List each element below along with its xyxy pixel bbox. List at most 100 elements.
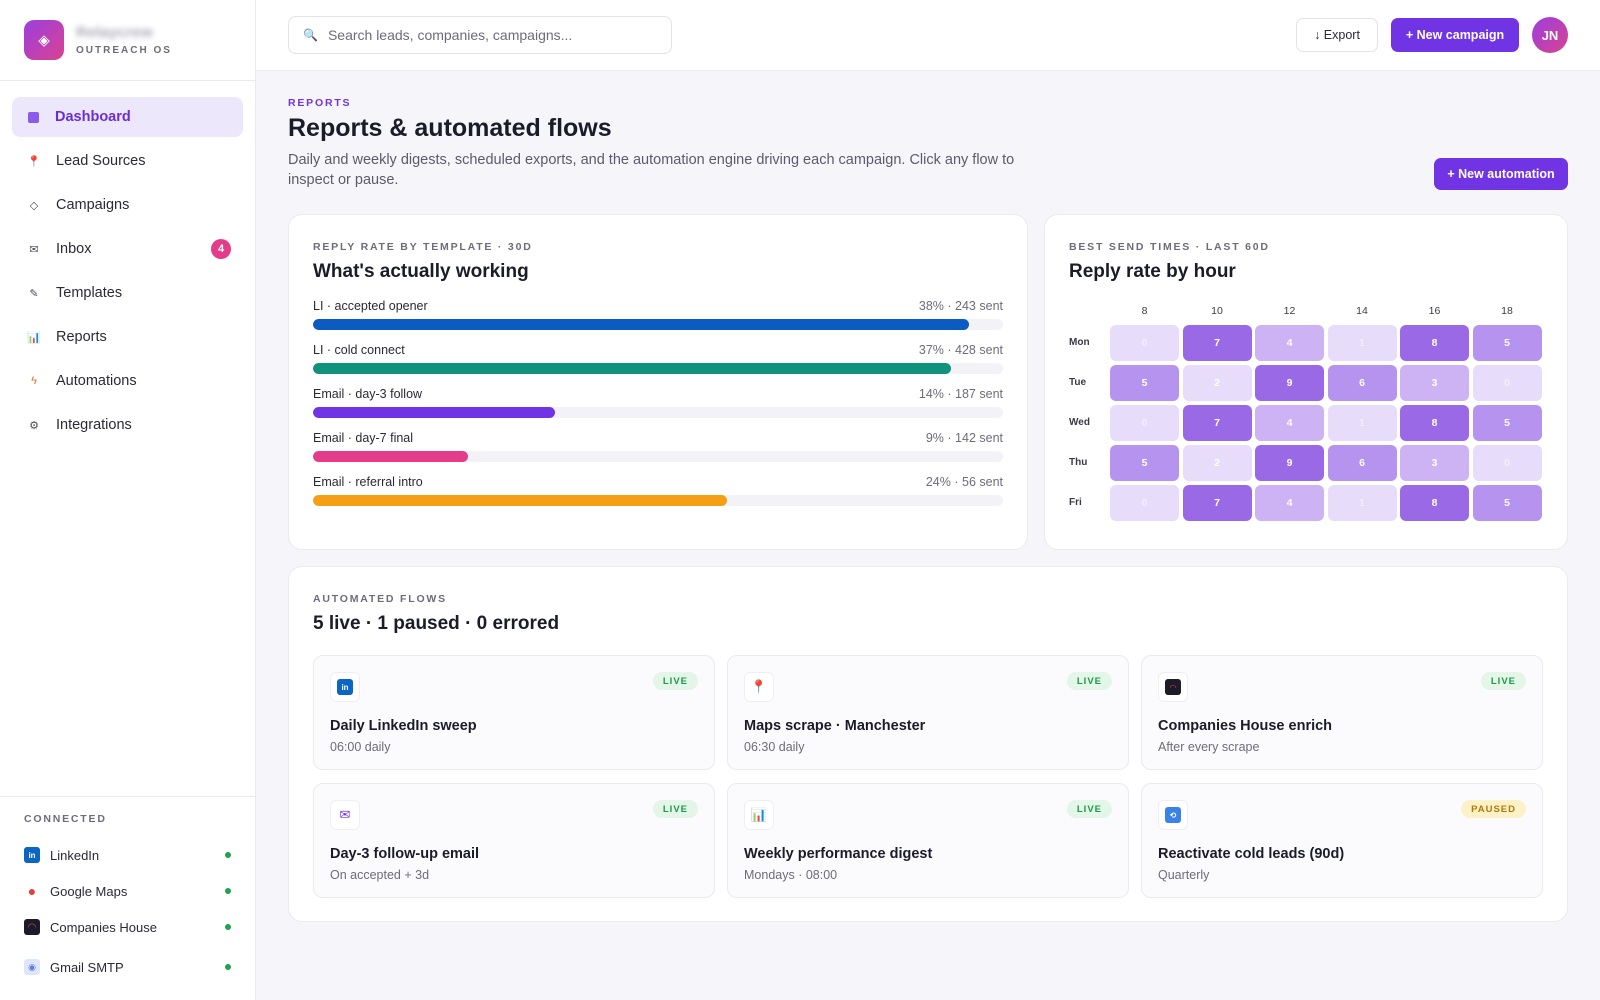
sidebar-item-dashboard[interactable]: Dashboard xyxy=(12,97,243,137)
heatmap-hour-label: 14 xyxy=(1356,305,1368,317)
template-label: LI · accepted opener xyxy=(313,299,428,313)
connected-status-dot xyxy=(225,964,231,970)
linkedin-icon: in xyxy=(330,672,360,702)
template-row[interactable]: Email · day-3 follow 14% · 187 sent xyxy=(313,387,1003,431)
heatmap-cell[interactable]: 0 xyxy=(1472,445,1542,481)
avatar[interactable]: JN xyxy=(1532,17,1568,53)
heatmap-cell[interactable]: 3 xyxy=(1400,365,1469,401)
pin-icon: 📍 xyxy=(27,155,41,168)
heatmap-cell[interactable]: 8 xyxy=(1400,485,1469,521)
flow-status-badge: LIVE xyxy=(1066,672,1112,690)
template-label: Email · day-7 final xyxy=(313,431,414,445)
flow-name: Reactivate cold leads (90d) xyxy=(1158,846,1345,862)
connected-item-gmail-smtp[interactable]: ◉ Gmail SMTP xyxy=(0,949,255,985)
template-label: Email · referral intro xyxy=(313,475,423,489)
template-row[interactable]: Email · day-7 final 9% · 142 sent xyxy=(313,431,1003,475)
template-row[interactable]: LI · accepted opener 38% · 243 sent xyxy=(313,299,1003,343)
heatmap-cell[interactable]: 0 xyxy=(1110,325,1179,361)
heatmap-cell[interactable]: 0 xyxy=(1110,485,1179,521)
card-eyebrow: REPLY RATE BY TEMPLATE · 30D xyxy=(313,241,533,253)
heatmap-cell[interactable]: 7 xyxy=(1182,325,1252,361)
bar-chart-icon: 📊 xyxy=(744,800,774,830)
map-pin-icon: ● xyxy=(27,883,37,899)
heatmap-cell[interactable]: 8 xyxy=(1400,325,1469,361)
template-stat: 38% · 243 sent xyxy=(918,299,1003,313)
export-button[interactable]: ↓ Export xyxy=(1296,18,1378,52)
flow-card[interactable]: ◠ LIVE Companies House enrich After every s… xyxy=(1141,655,1543,770)
brand[interactable]: ◈ Relaycrew OUTREACH OS xyxy=(0,0,255,81)
template-label: Email · day-3 follow xyxy=(313,387,423,401)
new-automation-button[interactable]: + New automation xyxy=(1434,158,1568,190)
heatmap-cell[interactable]: 2 xyxy=(1182,445,1252,481)
heatmap-cell[interactable]: 3 xyxy=(1400,445,1469,481)
heatmap-cell[interactable]: 7 xyxy=(1182,485,1252,521)
heatmap-hour-label: 10 xyxy=(1211,305,1223,317)
heatmap-cell[interactable]: 7 xyxy=(1182,405,1252,441)
page-description: Daily and weekly digests, scheduled expo… xyxy=(288,152,1015,188)
template-bar-track xyxy=(313,363,1003,374)
heatmap-cell[interactable]: 1 xyxy=(1327,325,1397,361)
connected-status-dot xyxy=(225,852,231,858)
card-title: What's actually working xyxy=(313,261,529,282)
heatmap-cell[interactable]: 4 xyxy=(1255,485,1324,521)
sidebar-item-campaigns[interactable]: ◇ Campaigns xyxy=(12,185,243,225)
heatmap-cell[interactable]: 6 xyxy=(1327,365,1397,401)
template-list: LI · accepted opener 38% · 243 sent LI · c… xyxy=(313,299,1003,519)
sidebar-item-templates[interactable]: ✎ Templates xyxy=(12,273,243,313)
heatmap-cell[interactable]: 5 xyxy=(1472,485,1542,521)
heatmap-cell[interactable]: 5 xyxy=(1472,325,1542,361)
connected-integrations: CONNECTED in LinkedIn ● Google Maps ◠ Co… xyxy=(0,796,255,985)
search-box[interactable]: 🔍 xyxy=(288,16,672,54)
companies-house-icon-glyph: ◠ xyxy=(1165,679,1181,695)
sidebar-item-label: Templates xyxy=(56,285,123,301)
heatmap-cell[interactable]: 0 xyxy=(1472,365,1542,401)
heatmap-cell[interactable]: 5 xyxy=(1110,365,1179,401)
template-bar-fill xyxy=(313,363,952,374)
flow-name: Day-3 follow-up email xyxy=(330,846,480,862)
heatmap-cell[interactable]: 9 xyxy=(1255,445,1324,481)
companies-house-icon: ◠ xyxy=(24,919,40,935)
search-input[interactable] xyxy=(327,27,648,43)
heatmap-cell[interactable]: 1 xyxy=(1327,485,1397,521)
flow-card[interactable]: ⟲ PAUSED Reactivate cold leads (90d) Quarte… xyxy=(1141,783,1543,898)
heatmap-cell[interactable]: 9 xyxy=(1255,365,1324,401)
page-eyebrow: REPORTS xyxy=(288,97,352,109)
heatmap-cell[interactable]: 2 xyxy=(1182,365,1252,401)
repeat-icon-glyph: ⟲ xyxy=(1165,807,1181,823)
flow-card[interactable]: in LIVE Daily LinkedIn sweep 06:00 daily xyxy=(313,655,715,770)
heatmap-cell[interactable]: 1 xyxy=(1327,405,1397,441)
flow-status-badge: PAUSED xyxy=(1461,800,1526,818)
bar-chart-icon-glyph: 📊 xyxy=(750,807,768,822)
heatmap-cell[interactable]: 8 xyxy=(1400,405,1469,441)
heatmap-cell[interactable]: 4 xyxy=(1255,405,1324,441)
sidebar-item-automations[interactable]: ϟ Automations xyxy=(12,361,243,401)
heatmap-cell[interactable]: 5 xyxy=(1472,405,1542,441)
flow-status-badge: LIVE xyxy=(652,672,698,690)
connected-item-linkedin[interactable]: in LinkedIn xyxy=(0,837,255,873)
sidebar-item-reports[interactable]: 📊 Reports xyxy=(12,317,243,357)
connected-item-google-maps[interactable]: ● Google Maps xyxy=(0,873,255,909)
sidebar-item-integrations[interactable]: ⚙ Integrations xyxy=(12,405,243,445)
pen-icon: ✎ xyxy=(29,287,39,300)
flow-status-badge: LIVE xyxy=(652,800,698,818)
sidebar-item-lead-sources[interactable]: 📍 Lead Sources xyxy=(12,141,243,181)
new-campaign-button[interactable]: + New campaign xyxy=(1391,18,1519,52)
flow-schedule: 06:00 daily xyxy=(330,740,391,754)
sidebar-item-inbox[interactable]: ✉ Inbox 4 xyxy=(12,229,243,269)
flow-card[interactable]: 📍 LIVE Maps scrape · Manchester 06:30 daily xyxy=(727,655,1129,770)
connected-status-dot xyxy=(225,924,231,930)
connected-item-label: LinkedIn xyxy=(50,847,100,863)
template-row[interactable]: Email · referral intro 24% · 56 sent xyxy=(313,475,1003,519)
flow-card[interactable]: ✉ LIVE Day-3 follow-up email On accepted + … xyxy=(313,783,715,898)
heatmap-cell[interactable]: 4 xyxy=(1255,325,1324,361)
heatmap-cell[interactable]: 5 xyxy=(1110,445,1179,481)
flow-card[interactable]: 📊 LIVE Weekly performance digest Mondays · … xyxy=(727,783,1129,898)
sidebar-nav: Dashboard 📍 Lead Sources ◇ Campaigns ✉ I… xyxy=(0,81,255,445)
connected-item-companies-house[interactable]: ◠ Companies House xyxy=(0,909,255,945)
template-stat: 9% · 142 sent xyxy=(925,431,1003,445)
sidebar-item-label: Reports xyxy=(56,329,107,345)
sidebar: ◈ Relaycrew OUTREACH OS Dashboard 📍 Lead… xyxy=(0,0,256,1000)
heatmap-cell[interactable]: 6 xyxy=(1327,445,1397,481)
heatmap-cell[interactable]: 0 xyxy=(1110,405,1179,441)
template-row[interactable]: LI · cold connect 37% · 428 sent xyxy=(313,343,1003,387)
